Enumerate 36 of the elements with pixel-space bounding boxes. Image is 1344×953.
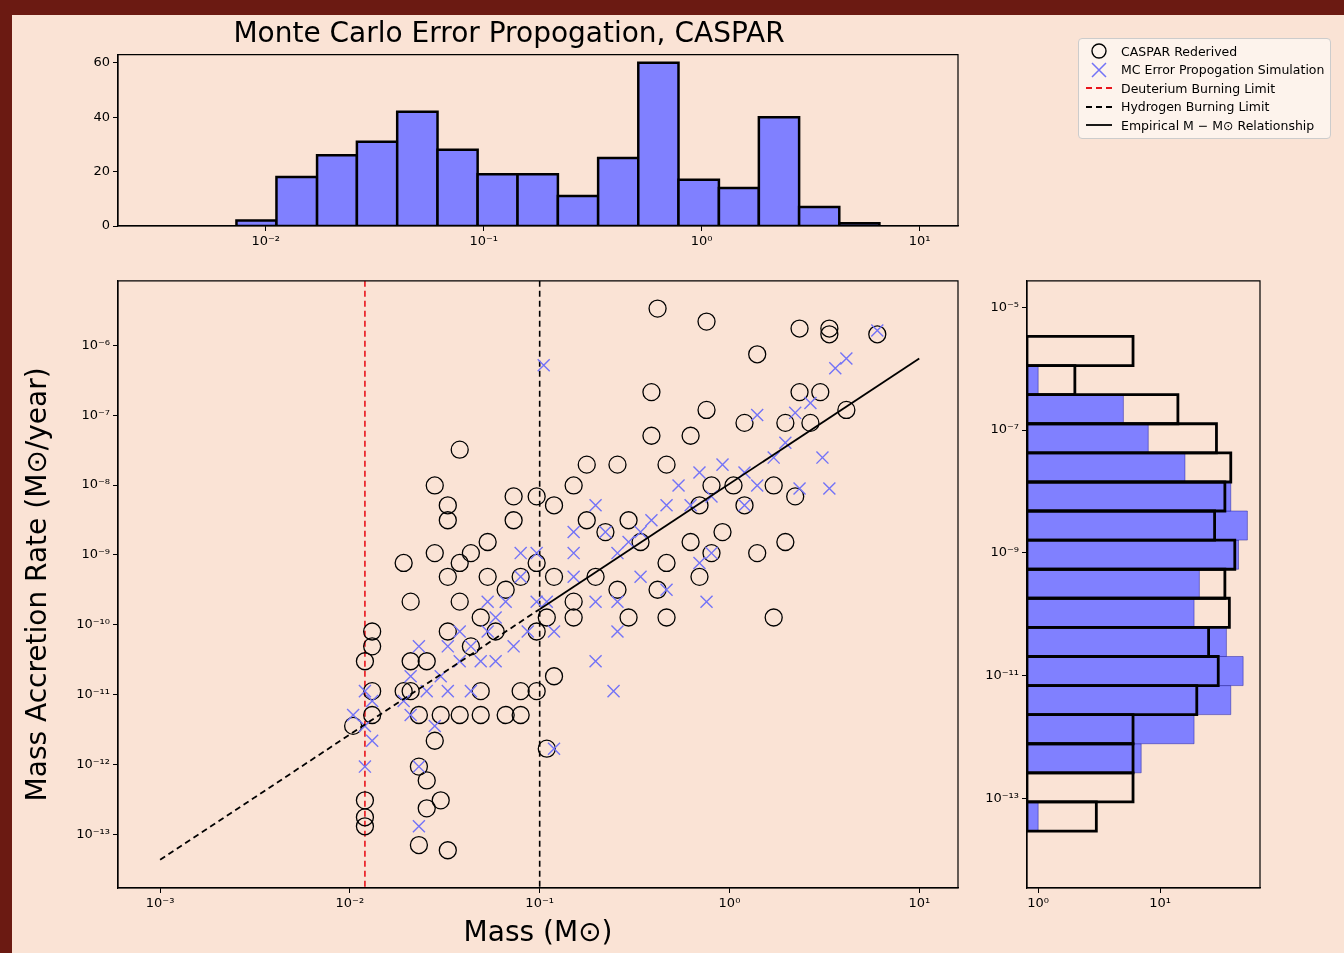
y-tick-label: 10⁻¹⁰ — [76, 616, 110, 632]
x-axis-title: Mass (M⊙) — [463, 915, 613, 949]
legend-label: Hydrogen Burning Limit — [1121, 99, 1270, 115]
x-tick-label: 10⁰ — [718, 895, 741, 911]
y-tick-label: 10⁻¹³ — [985, 789, 1019, 805]
y-tick-label: 10⁻¹³ — [76, 825, 110, 841]
legend-label: Deuterium Burning Limit — [1121, 80, 1276, 96]
y-tick-label: 10⁻⁹ — [990, 544, 1019, 560]
y-tick-label: 10⁻⁸ — [81, 476, 110, 492]
y-tick-label: 10⁻¹¹ — [76, 685, 110, 701]
y-tick-label: 20 — [93, 162, 110, 178]
y-tick-label: 10⁻¹² — [76, 755, 110, 771]
y-tick-label: 10⁻¹¹ — [985, 667, 1019, 683]
x-tick-label: 10⁻³ — [145, 895, 175, 911]
y-tick-label: 10⁻⁷ — [990, 421, 1019, 437]
legend-label: MC Error Propogation Simulation — [1121, 62, 1325, 78]
x-tick-label: 10¹ — [908, 233, 931, 249]
x-tick-label: 10¹ — [1149, 895, 1171, 911]
x-tick-label: 10⁰ — [1027, 895, 1050, 911]
x-tick-label: 10⁰ — [690, 233, 713, 249]
y-tick-label: 40 — [93, 108, 110, 124]
y-tick-label: 10⁻⁷ — [81, 406, 110, 422]
legend-label: CASPAR Rederived — [1121, 43, 1238, 59]
chart-title: Monte Carlo Error Propogation, CASPAR — [233, 16, 785, 50]
x-tick-label: 10¹ — [908, 895, 931, 911]
legend-label: Empirical M − M⊙ Relationship — [1121, 117, 1315, 133]
x-tick-label: 10⁻¹ — [469, 233, 499, 249]
y-axis-title: Mass Accretion Rate (M⊙/year) — [20, 367, 54, 802]
y-tick-label: 0 — [101, 217, 110, 233]
y-tick-label: 10⁻⁵ — [990, 298, 1019, 314]
y-tick-label: 60 — [93, 54, 110, 70]
y-tick-label: 10⁻⁹ — [81, 546, 110, 562]
x-tick-label: 10⁻² — [251, 233, 281, 249]
x-tick-label: 10⁻¹ — [525, 895, 554, 911]
y-tick-label: 10⁻⁶ — [81, 336, 110, 352]
x-tick-label: 10⁻² — [335, 895, 365, 911]
